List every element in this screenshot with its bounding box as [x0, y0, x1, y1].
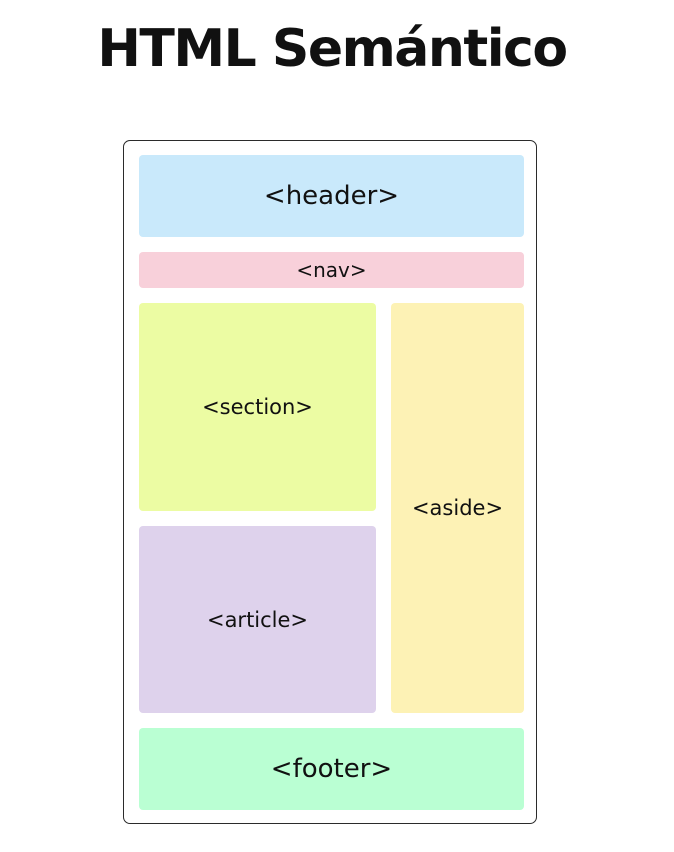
nav-label: <nav> [296, 258, 367, 282]
header-block: <header> [139, 155, 524, 237]
header-label: <header> [263, 181, 400, 211]
article-block: <article> [139, 526, 376, 713]
aside-label: <aside> [411, 496, 504, 520]
section-block: <section> [139, 303, 376, 511]
footer-block: <footer> [139, 728, 524, 810]
nav-block: <nav> [139, 252, 524, 288]
page-title: HTML Semántico [97, 19, 568, 79]
aside-block: <aside> [391, 303, 524, 713]
footer-label: <footer> [270, 754, 393, 784]
section-label: <section> [202, 395, 313, 419]
article-label: <article> [206, 607, 309, 632]
